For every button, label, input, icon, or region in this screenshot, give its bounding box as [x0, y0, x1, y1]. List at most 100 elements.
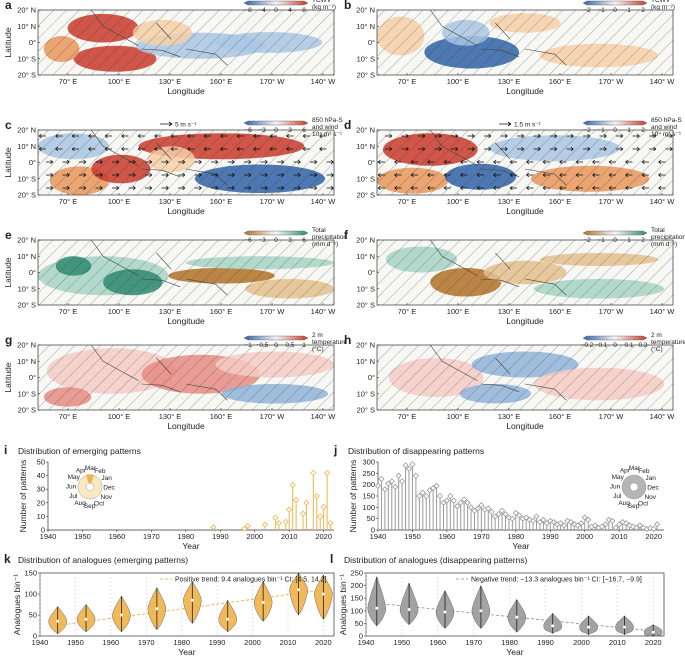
- bar-marker: [450, 497, 457, 504]
- wind-vector: [542, 159, 550, 165]
- bar-marker: [464, 499, 471, 506]
- wind-vector: [55, 146, 63, 152]
- bar-marker: [378, 475, 385, 483]
- panel-label: g: [5, 333, 12, 347]
- lat-tick-label: 20° N: [17, 6, 36, 15]
- wind-vector: [427, 185, 435, 191]
- wind-vector: [566, 146, 574, 152]
- colorbar-title: TCWV: [651, 0, 671, 4]
- wind-vector: [104, 146, 112, 152]
- bar-marker: [262, 521, 269, 528]
- bar-marker: [436, 492, 444, 500]
- x-tick-label: 1950: [74, 532, 91, 541]
- violin-median: [651, 630, 655, 634]
- wind-vector: [104, 133, 112, 139]
- significance-hatching: [38, 130, 334, 195]
- colorbar-title: 850 hPa-S: [651, 117, 682, 124]
- lat-tick-label: 0°: [368, 38, 375, 47]
- lon-tick-label: 130° E: [159, 307, 182, 316]
- bar-marker: [416, 492, 423, 500]
- x-tick-label: 2000: [246, 532, 263, 541]
- violin-chart-l: l Distribution of analogues (disappearing…: [330, 552, 665, 657]
- wind-vector: [566, 133, 574, 139]
- y-axis-label: Analogues bin⁻¹: [12, 574, 22, 635]
- bar-marker: [536, 519, 544, 526]
- wind-vector: [559, 172, 567, 178]
- lat-tick-label: 20° N: [356, 341, 375, 350]
- colorbar-tick-label: −1: [597, 127, 605, 134]
- wind-vector: [559, 159, 567, 165]
- significance-hatching: [377, 345, 673, 410]
- colorbar-tick-label: 6: [302, 127, 306, 134]
- lon-tick-label: 130° E: [498, 197, 521, 206]
- y-tick-label: 0: [33, 632, 37, 641]
- colorbar-title-2: precipitation: [651, 234, 685, 241]
- bar-marker: [529, 517, 537, 524]
- wind-vector: [484, 133, 492, 139]
- wind-vector: [625, 185, 633, 191]
- lon-tick-label: 70° E: [59, 197, 77, 206]
- wind-vector: [293, 159, 301, 165]
- wind-vector: [460, 185, 468, 191]
- month-label: Mar: [85, 465, 97, 472]
- y-axis-label: Latitude: [3, 257, 13, 288]
- colorbar-title-2: and wind: [651, 124, 677, 131]
- bar-chart-i: i Distribution of emerging patterns 0 10 20 3…: [4, 443, 334, 551]
- x-tick-label: 2020: [645, 532, 662, 541]
- lat-tick-label: 10° S: [18, 54, 36, 63]
- x-tick-label: 1970: [138, 638, 155, 647]
- lon-tick-label: 70° E: [398, 412, 416, 421]
- wind-vector: [227, 185, 235, 191]
- wind-vector: [244, 185, 252, 191]
- bar-marker: [488, 508, 495, 515]
- x-axis-label: Longitude: [167, 206, 205, 216]
- x-tick-label: 1960: [439, 532, 456, 541]
- y-tick-label: 250: [362, 469, 375, 478]
- x-tick-label: 1980: [177, 532, 194, 541]
- wind-vector: [451, 146, 459, 152]
- lon-tick-label: 140° W: [650, 307, 676, 316]
- wind-vector: [632, 146, 640, 152]
- month-label: Jan: [645, 475, 656, 482]
- significance-hatching: [377, 240, 673, 305]
- wind-vector: [62, 172, 70, 178]
- lon-tick-label: 100° E: [108, 77, 131, 86]
- colorbar-tick-label: −0.2: [581, 342, 594, 349]
- colorbar: [582, 335, 648, 341]
- x-axis-label: Year: [182, 541, 199, 551]
- colorbar-tick-label: 0.5: [285, 342, 294, 349]
- x-axis-label: Longitude: [167, 316, 205, 326]
- lat-tick-label: 10° N: [356, 142, 375, 151]
- wind-vector: [533, 146, 541, 152]
- colorbar-tick-label: 0.1: [624, 342, 633, 349]
- wind-vector: [658, 185, 666, 191]
- lon-tick-label: 100° E: [447, 197, 470, 206]
- x-tick-label: 1960: [102, 638, 119, 647]
- y-tick-label: 50: [29, 611, 37, 620]
- wind-vector: [62, 159, 70, 165]
- panel-label: a: [5, 0, 12, 12]
- y-tick-label: 30: [37, 485, 45, 494]
- lat-tick-label: 20° S: [18, 71, 36, 80]
- wind-vector: [526, 185, 534, 191]
- colorbar-title: Total: [651, 227, 665, 234]
- colorbar-tick-label: −1: [597, 7, 605, 14]
- wind-vector: [244, 159, 252, 165]
- month-label: Apr: [76, 467, 87, 474]
- month-label: Sep: [84, 503, 96, 510]
- significance-hatching: [38, 10, 334, 75]
- colorbar-tick-label: 0: [274, 7, 278, 14]
- y-tick-label: 100: [350, 606, 363, 615]
- x-tick-label: 1940: [32, 638, 49, 647]
- colorbar-tick-label: −2: [583, 127, 591, 134]
- lat-tick-label: 10° S: [18, 174, 36, 183]
- wind-vector: [178, 185, 186, 191]
- wind-vector: [194, 185, 202, 191]
- wind-vector: [493, 172, 501, 178]
- wind-vector: [310, 159, 318, 165]
- lat-tick-label: 20° N: [356, 126, 375, 135]
- y-tick-label: 150: [350, 594, 363, 603]
- bar-marker: [467, 504, 475, 511]
- lon-tick-label: 170° W: [599, 77, 625, 86]
- wind-vector: [293, 185, 301, 191]
